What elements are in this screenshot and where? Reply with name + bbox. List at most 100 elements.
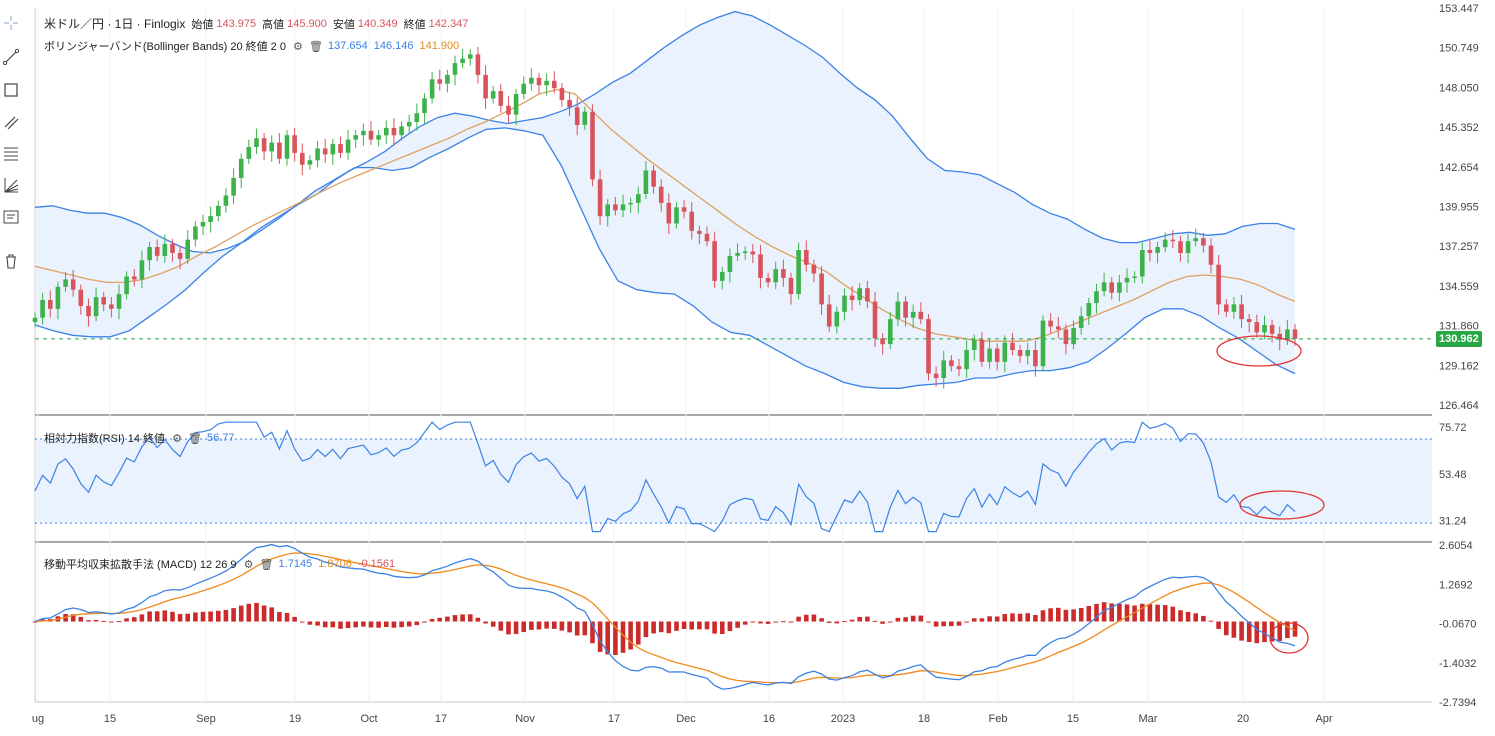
settings-icon[interactable]: ⚙ [243, 558, 254, 571]
text-note-icon[interactable] [0, 206, 22, 228]
candle [529, 77, 534, 84]
macd-histogram-bar [384, 621, 389, 627]
macd-histogram-bar [1170, 606, 1176, 622]
settings-icon[interactable]: ⚙ [293, 40, 303, 53]
macd-histogram-bar [32, 621, 38, 623]
candle [284, 135, 290, 159]
macd-histogram-bar [750, 621, 756, 623]
macd-histogram-bar [773, 621, 778, 623]
macd-histogram-bar [216, 610, 221, 622]
delete-icon[interactable]: 🗑 [188, 432, 202, 445]
candle [987, 348, 992, 362]
macd-histogram-bar [269, 607, 274, 622]
macd-histogram-bar [498, 621, 504, 631]
candle [1086, 303, 1092, 317]
parallel-channel-icon[interactable] [0, 142, 22, 164]
macd-histogram-bar [865, 616, 870, 622]
high-label: 高値 [262, 18, 285, 31]
rectangle-icon[interactable] [0, 79, 22, 101]
macd-tick-label: 2.6054 [1439, 540, 1473, 552]
candle [185, 239, 190, 259]
macd-histogram-bar [93, 619, 99, 622]
settings-icon[interactable]: ⚙ [172, 432, 182, 445]
macd-histogram-bar [1033, 615, 1038, 622]
candle [544, 80, 549, 86]
macd-histogram-bar [826, 621, 832, 623]
time-tick-label: Nov [515, 713, 535, 725]
candle [1071, 328, 1076, 345]
candle [1170, 239, 1176, 242]
macd-histogram-bar [651, 621, 656, 634]
candle [941, 360, 946, 378]
macd-histogram-bar [1231, 621, 1237, 638]
macd-histogram-bar [483, 621, 488, 624]
macd-histogram-bar [1246, 621, 1252, 642]
candle [972, 339, 977, 350]
candle [666, 202, 672, 224]
price-tick-label: 148.050 [1439, 82, 1479, 94]
price-tick-label: 145.352 [1439, 122, 1479, 134]
candle [895, 301, 901, 320]
candle [636, 194, 641, 203]
macd-histogram-bar [697, 621, 702, 630]
macd-histogram-bar [819, 618, 824, 622]
macd-histogram-bar [842, 621, 847, 623]
candle [872, 301, 878, 339]
macd-histogram-bar [552, 621, 557, 629]
candle [727, 255, 733, 273]
time-tick-label: Mar [1139, 713, 1158, 725]
candle [742, 251, 748, 253]
candle [116, 294, 122, 309]
candle [307, 160, 313, 165]
crosshair-icon[interactable] [0, 12, 22, 34]
macd-tick-label: -2.7394 [1439, 697, 1476, 709]
time-tick-label: Oct [360, 713, 377, 725]
candle [254, 138, 259, 147]
bb-upper-value: 141.900 [419, 40, 460, 52]
macd-histogram-bar [1147, 604, 1153, 622]
trash-icon[interactable] [0, 250, 22, 272]
macd-histogram-bar [376, 621, 381, 628]
delete-icon[interactable]: 🗑 [259, 558, 274, 571]
rsi-tick-label: 53.48 [1439, 469, 1467, 481]
macd-histogram-bar [162, 610, 168, 622]
macd-histogram-bar [185, 613, 190, 622]
candle [903, 301, 908, 318]
candle [361, 130, 366, 136]
macd-histogram-bar [597, 621, 603, 652]
candle [322, 148, 328, 155]
fib-fan-icon[interactable] [0, 174, 22, 196]
macd-histogram-bar [254, 602, 259, 622]
macd-histogram-bar [246, 603, 252, 622]
rsi-tick-label: 75.72 [1439, 422, 1467, 434]
annotation-ellipse [1216, 335, 1302, 367]
candle [429, 79, 435, 99]
candle [132, 276, 137, 280]
candle [552, 80, 557, 89]
candle [300, 152, 305, 165]
candle [177, 252, 183, 259]
macd-histogram-bar [1254, 621, 1260, 644]
candle [32, 317, 38, 323]
macd-histogram-bar [86, 620, 91, 622]
delete-icon[interactable]: 🗑 [308, 40, 323, 53]
candle [162, 244, 168, 256]
macd-histogram-bar [399, 621, 404, 628]
macd-histogram-bar [101, 620, 106, 622]
ray-icon[interactable] [0, 111, 22, 133]
macd-histogram-bar [658, 621, 664, 633]
candle [1231, 304, 1237, 312]
macd-histogram-bar [1094, 603, 1099, 622]
candle [1224, 304, 1229, 312]
candle [1048, 320, 1053, 327]
annotation-ellipse [1269, 622, 1309, 654]
candle [1162, 239, 1168, 248]
macd-histogram-bar [200, 611, 206, 622]
candle [1040, 320, 1046, 367]
macd-histogram-bar [78, 616, 84, 622]
trend-line-icon[interactable] [0, 46, 22, 68]
macd-histogram-bar [1155, 604, 1160, 622]
candle [849, 295, 855, 300]
macd-histogram-bar [300, 621, 305, 623]
